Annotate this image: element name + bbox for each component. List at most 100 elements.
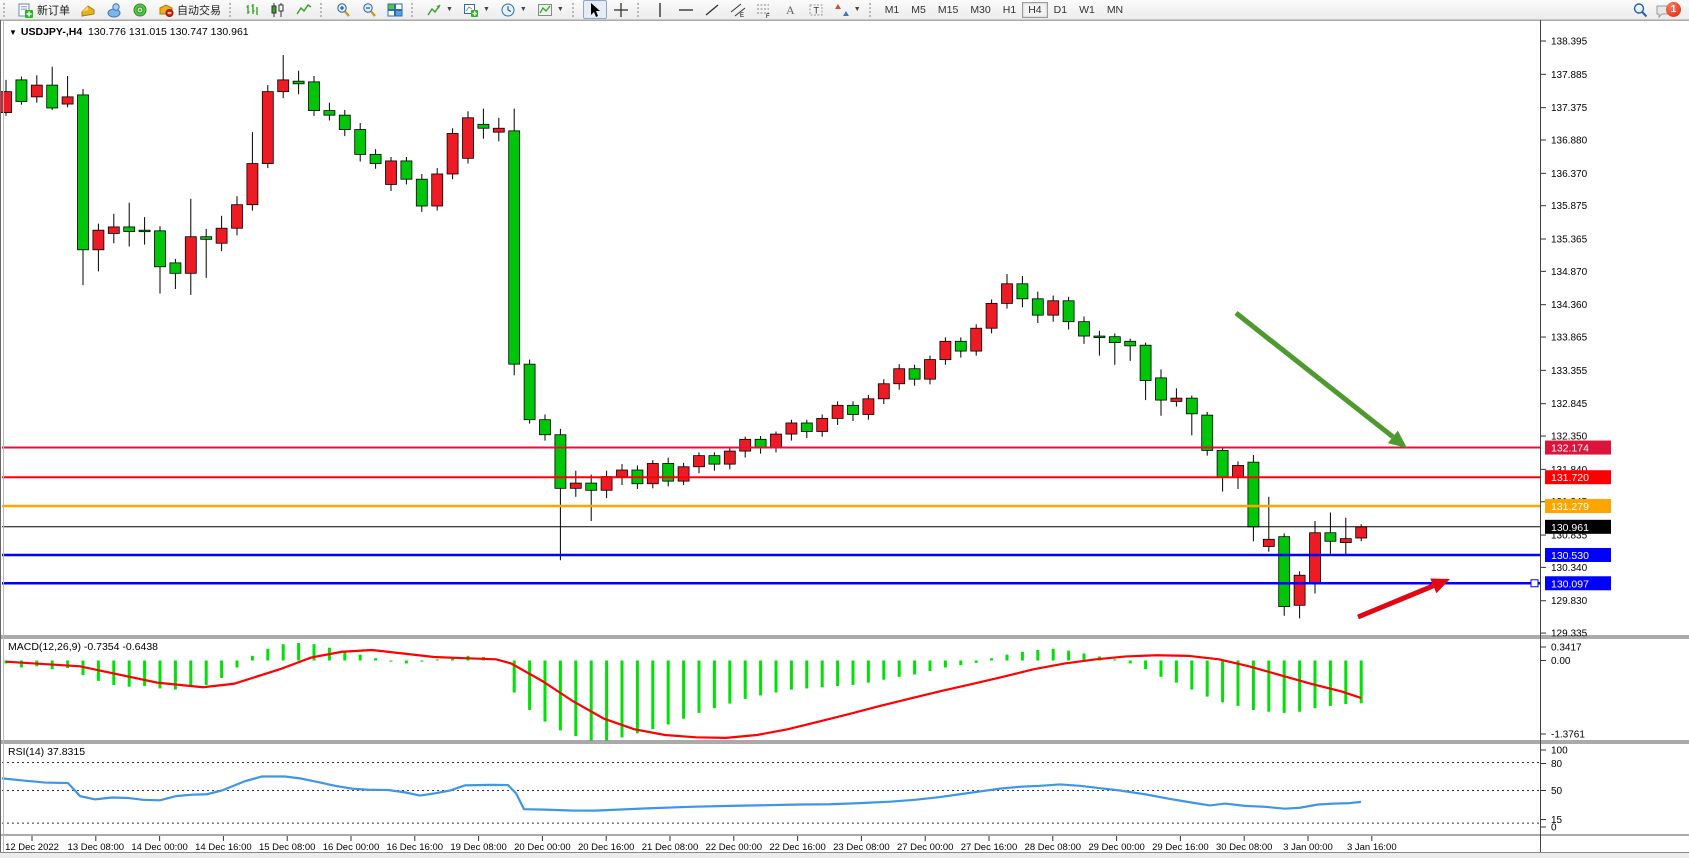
candle-body xyxy=(1124,340,1137,347)
candle-body xyxy=(1232,465,1244,478)
cursor-tool-button[interactable] xyxy=(582,0,607,19)
candle-body xyxy=(539,419,551,436)
candle-body xyxy=(462,117,474,159)
zoom-out-button[interactable] xyxy=(357,0,381,19)
macd-axis-label: 0.00 xyxy=(1551,656,1571,667)
bounce-arrow-up[interactable] xyxy=(1357,583,1435,620)
candle-body xyxy=(508,130,521,365)
candle-body xyxy=(1001,283,1013,304)
fibonacci-tool-button[interactable]: F xyxy=(752,0,776,19)
crosshair-icon xyxy=(613,2,628,17)
timeframe-button-MN[interactable]: MN xyxy=(1106,3,1124,16)
toolbar-grip[interactable] xyxy=(3,2,10,17)
candle-body xyxy=(446,133,459,175)
price-axis-label: 137.885 xyxy=(1551,70,1588,81)
candle-body xyxy=(569,482,582,489)
line-chart-button[interactable] xyxy=(292,0,316,19)
candle-body xyxy=(477,123,490,129)
price-axis-label: 130.835 xyxy=(1551,531,1588,542)
trendline-tool-button[interactable] xyxy=(700,0,724,19)
time-axis-label: 30 Dec 08:00 xyxy=(1216,842,1273,853)
trend-arrow-down[interactable] xyxy=(1234,311,1395,439)
timeframe-button-M5[interactable]: M5 xyxy=(911,3,926,16)
price-line-label: 130.530 xyxy=(1551,550,1589,562)
search-icon xyxy=(1633,2,1648,17)
dropdown-caret-icon: ▼ xyxy=(446,6,453,13)
chat-button[interactable]: 1 xyxy=(1654,0,1688,19)
trend-arrow-down-head[interactable] xyxy=(1387,430,1407,448)
candle-body xyxy=(1155,377,1167,401)
new-order-button[interactable]: 新订单 xyxy=(14,0,74,19)
candle-body xyxy=(616,469,628,477)
crosshair-tool-button[interactable] xyxy=(609,0,633,19)
candle-body xyxy=(1339,538,1352,543)
autotrade-button[interactable]: 自动交易 xyxy=(154,0,225,19)
candle-body xyxy=(1062,300,1075,323)
timeframe-button-W1[interactable]: W1 xyxy=(1079,3,1095,16)
history-button[interactable] xyxy=(76,0,100,19)
toolbar-grip[interactable] xyxy=(571,2,579,17)
label-tool-button[interactable]: T xyxy=(804,0,828,19)
period-button[interactable]: ▼ xyxy=(496,0,531,19)
chart-title: ▼ USDJPY-,H4 130.776 131.015 130.747 130.… xyxy=(9,26,249,38)
rsi-axis-label: 0 xyxy=(1551,823,1557,834)
chart-canvas[interactable]: 138.395 137.885 137.375 136.880 136.370 135.8… xyxy=(0,20,1689,858)
text-tool-button[interactable]: A xyxy=(778,0,802,19)
candle-body xyxy=(231,204,243,229)
candle-body xyxy=(523,363,536,421)
timeframe-button-M1[interactable]: M1 xyxy=(884,3,900,16)
cursor-icon xyxy=(590,2,600,17)
time-axis-label: 20 Dec 16:00 xyxy=(578,842,635,853)
price-axis-label: 138.395 xyxy=(1551,37,1588,48)
dropdown-caret-icon: ▼ xyxy=(556,6,564,13)
candle-body xyxy=(770,433,782,448)
channel-tool-button[interactable]: E xyxy=(726,0,750,19)
candle-body xyxy=(831,404,844,419)
zoom-in-button[interactable] xyxy=(331,0,355,19)
toolbar-grip[interactable] xyxy=(229,2,236,17)
ohlc-readout: 130.776 131.015 130.747 130.961 xyxy=(88,26,249,38)
svg-text:F: F xyxy=(766,14,770,18)
time-axis-label: 23 Dec 08:00 xyxy=(833,842,890,853)
bounce-arrow-up-head[interactable] xyxy=(1430,578,1450,594)
price-line-label-box xyxy=(1545,519,1611,534)
template-button[interactable]: ▼ xyxy=(533,0,568,19)
timeframe-button-H4[interactable]: H4 xyxy=(1022,1,1048,18)
vline-tool-button[interactable] xyxy=(648,0,672,19)
candle-body xyxy=(554,434,567,489)
line-drag-handle[interactable] xyxy=(1530,579,1539,588)
toolbar-grip[interactable] xyxy=(411,2,418,17)
candle-body xyxy=(677,466,690,482)
price-axis-label: 135.365 xyxy=(1551,235,1588,246)
period-clock-icon xyxy=(501,3,515,16)
bar-chart-button[interactable] xyxy=(240,0,264,19)
chart-menu-triangle-icon[interactable]: ▼ xyxy=(9,28,17,37)
shapes-tool-button[interactable]: ▼ xyxy=(830,0,865,19)
time-axis-label: 13 Dec 08:00 xyxy=(68,842,125,853)
price-axis-label: 133.865 xyxy=(1551,333,1588,344)
autotrade-label: 自动交易 xyxy=(177,4,221,17)
candle-body xyxy=(431,173,444,207)
candle-body xyxy=(1309,532,1321,584)
toolbar-grip[interactable] xyxy=(636,2,644,17)
time-axis-label: 21 Dec 08:00 xyxy=(642,842,699,853)
toolbar-grip[interactable] xyxy=(868,2,876,17)
timeframe-button-M15[interactable]: M15 xyxy=(937,3,959,16)
market-watch-button[interactable] xyxy=(128,0,152,19)
new-chart-button[interactable]: ▼ xyxy=(459,0,494,19)
hline-tool-button[interactable] xyxy=(674,0,698,19)
search-button[interactable] xyxy=(1628,0,1652,19)
indicators-button[interactable]: ▼ xyxy=(422,0,457,19)
price-axis-label: 136.370 xyxy=(1551,169,1588,180)
candlestick-chart-button[interactable] xyxy=(266,0,290,19)
candle-body xyxy=(754,438,767,448)
candle-body xyxy=(800,422,813,432)
candle-body xyxy=(308,81,320,111)
candle-body xyxy=(708,455,721,465)
profiles-button[interactable] xyxy=(102,0,126,19)
toolbar-grip[interactable] xyxy=(320,2,327,17)
tile-windows-button[interactable] xyxy=(383,0,407,19)
timeframe-button-M30[interactable]: M30 xyxy=(970,3,991,16)
timeframe-button-H1[interactable]: H1 xyxy=(1002,3,1017,16)
timeframe-button-D1[interactable]: D1 xyxy=(1053,3,1068,16)
